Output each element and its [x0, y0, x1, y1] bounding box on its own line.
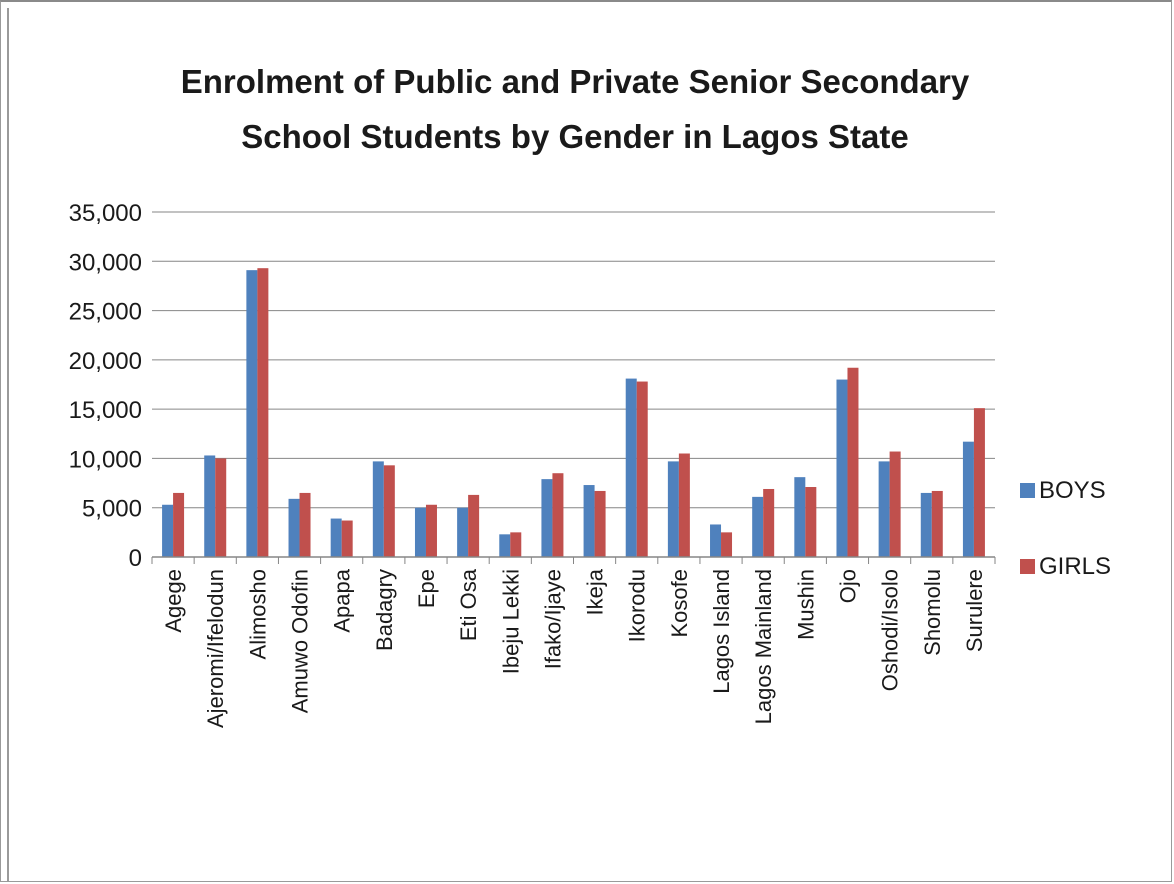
bar-boys-badagry	[372, 461, 384, 557]
y-tick-label: 0	[129, 545, 142, 572]
x-category-label: Ikeja	[583, 568, 608, 615]
bars	[162, 268, 985, 557]
y-tick-label: 5,000	[82, 496, 142, 523]
legend-swatch-boys	[1020, 483, 1035, 498]
bar-boys-ifako-ijaye	[541, 479, 553, 557]
legend-swatch-girls	[1020, 559, 1035, 574]
bar-girls-eti-osa	[468, 494, 480, 557]
bar-girls-surulere	[973, 408, 985, 557]
bar-girls-lagos-mainland	[763, 488, 775, 557]
bar-girls-epe	[425, 504, 437, 557]
bar-girls-ojo	[847, 367, 859, 557]
chart-title-line-1: Enrolment of Public and Private Senior S…	[181, 63, 970, 100]
y-axis-ticks: 0 5,000 10,000 15,000 20,000 25,000 30,000 35,0…	[69, 200, 142, 572]
x-category-label: Lagos Island	[709, 569, 734, 694]
bar-boys-lagos-mainland	[752, 496, 764, 557]
bar-girls-kosofe	[678, 453, 690, 557]
x-category-label: Ifako/Ijaye	[540, 569, 565, 669]
x-category-label: Shomolu	[920, 569, 945, 656]
x-category-label: Eti Osa	[456, 568, 481, 641]
x-category-label: Lagos Mainland	[751, 569, 776, 724]
bar-boys-ojo	[836, 379, 848, 557]
bar-boys-ikorodu	[625, 378, 637, 557]
bar-boys-alimosho	[246, 270, 258, 557]
x-category-label: Ibeju Lekki	[498, 569, 523, 674]
x-category-label: Ajeromi/Ifelodun	[203, 569, 228, 728]
y-tick-label: 20,000	[69, 348, 142, 375]
bar-boys-ajeromi-ifelodun	[204, 455, 216, 557]
x-category-label: Ikorodu	[625, 569, 650, 642]
bar-boys-oshodi-isolo	[878, 461, 890, 557]
grid-lines	[152, 211, 995, 509]
x-category-label: Amuwo Odofin	[288, 569, 313, 713]
bar-boys-apapa	[330, 518, 342, 557]
bar-girls-badagry	[383, 465, 395, 557]
bar-boys-ikeja	[583, 485, 595, 557]
bar-girls-ibeju-lekki	[510, 532, 522, 557]
legend-label-girls: GIRLS	[1039, 553, 1111, 580]
bar-girls-oshodi-isolo	[889, 451, 901, 557]
bar-boys-shomolu	[920, 492, 932, 557]
x-category-label: Oshodi/Isolo	[878, 569, 903, 691]
bar-boys-surulere	[962, 441, 974, 557]
bar-boys-agege	[162, 504, 174, 557]
bar-girls-apapa	[341, 520, 353, 557]
y-tick-label: 10,000	[69, 446, 142, 473]
bar-girls-amuwo-odofin	[299, 492, 311, 557]
bar-girls-ajeromi-ifelodun	[215, 458, 227, 557]
x-category-label: Mushin	[793, 569, 818, 640]
bar-boys-kosofe	[667, 461, 679, 557]
bar-girls-ikeja	[594, 490, 606, 557]
x-category-label: Kosofe	[667, 569, 692, 638]
x-category-label: Surulere	[962, 569, 987, 652]
bar-boys-eti-osa	[457, 507, 469, 557]
x-category-label: Epe	[414, 569, 439, 608]
x-axis-labels: Agege Ajeromi/Ifelodun Alimosho Amuwo Odofi…	[161, 568, 987, 728]
bar-girls-alimosho	[257, 268, 269, 557]
y-tick-label: 35,000	[69, 200, 142, 227]
y-tick-label: 25,000	[69, 299, 142, 326]
x-category-label: Apapa	[330, 568, 355, 632]
bar-boys-mushin	[794, 477, 806, 557]
x-axis	[151, 556, 996, 564]
bar-girls-ifako-ijaye	[552, 473, 564, 557]
legend-label-boys: BOYS	[1039, 477, 1106, 504]
bar-boys-amuwo-odofin	[288, 498, 300, 557]
chart-title-line-2: School Students by Gender in Lagos State	[241, 118, 908, 155]
bar-boys-ibeju-lekki	[499, 534, 511, 557]
x-category-label: Ojo	[835, 569, 860, 603]
bar-girls-shomolu	[931, 490, 943, 557]
x-category-label: Badagry	[372, 569, 397, 651]
legend: BOYS GIRLS	[1020, 477, 1111, 580]
bar-girls-ikorodu	[636, 381, 648, 557]
bar-girls-mushin	[805, 487, 817, 557]
bar-boys-epe	[414, 507, 426, 557]
bar-boys-lagos-island	[710, 524, 722, 557]
bar-girls-agege	[173, 492, 185, 557]
x-category-label: Agege	[161, 569, 186, 633]
y-tick-label: 15,000	[69, 397, 142, 424]
y-tick-label: 30,000	[69, 249, 142, 276]
bar-girls-lagos-island	[721, 532, 733, 557]
x-category-label: Alimosho	[245, 569, 270, 659]
